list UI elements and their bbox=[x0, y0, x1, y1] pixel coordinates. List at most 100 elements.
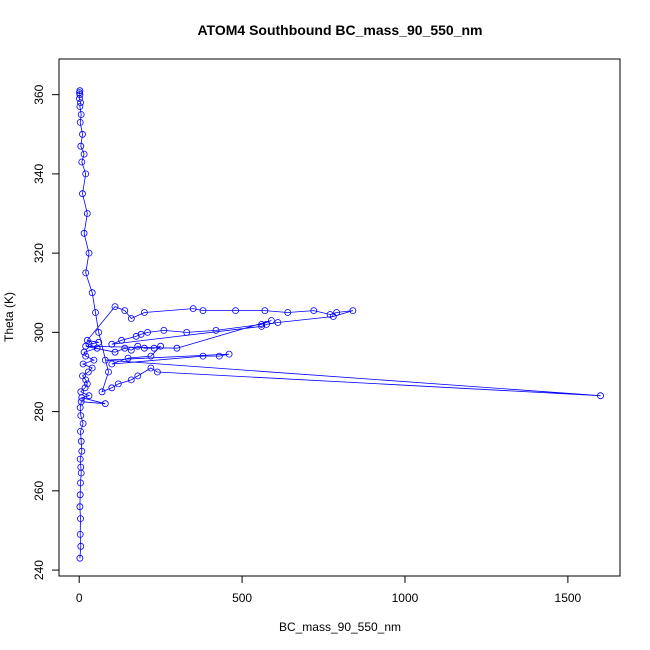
data-point bbox=[105, 368, 112, 376]
data-point bbox=[101, 356, 109, 364]
data-point bbox=[310, 307, 318, 315]
data-point bbox=[82, 352, 90, 360]
data-point bbox=[79, 420, 87, 427]
plot-frame bbox=[58, 58, 621, 577]
data-point bbox=[76, 119, 84, 126]
x-tick-label: 1000 bbox=[392, 591, 419, 605]
data-point bbox=[77, 398, 85, 406]
data-point bbox=[81, 384, 89, 392]
data-point bbox=[108, 384, 116, 392]
data-point bbox=[134, 372, 142, 380]
data-point bbox=[76, 103, 84, 110]
data-point bbox=[77, 388, 85, 396]
data-point bbox=[84, 368, 92, 376]
data-point bbox=[85, 249, 93, 257]
y-tick-label: 300 bbox=[32, 322, 46, 342]
data-point bbox=[77, 412, 85, 420]
data-point bbox=[90, 356, 98, 364]
data-point bbox=[333, 309, 341, 316]
data-point bbox=[76, 554, 84, 562]
data-point bbox=[111, 303, 119, 311]
data-point bbox=[597, 392, 604, 400]
data-point bbox=[79, 130, 86, 138]
data-point bbox=[349, 307, 357, 315]
data-point bbox=[82, 342, 90, 350]
data-point bbox=[88, 289, 96, 297]
data-point bbox=[95, 338, 103, 346]
data-point bbox=[83, 380, 91, 388]
data-point bbox=[108, 360, 116, 368]
data-point bbox=[199, 307, 207, 315]
data-point bbox=[77, 111, 85, 118]
data-point bbox=[215, 352, 223, 360]
data-point bbox=[82, 269, 90, 277]
data-point bbox=[232, 307, 240, 315]
data-point bbox=[77, 515, 84, 522]
data-point bbox=[77, 99, 84, 106]
data-point bbox=[140, 344, 148, 352]
data-point bbox=[92, 309, 99, 316]
chart-title: ATOM4 Southbound BC_mass_90_550_nm bbox=[197, 22, 482, 38]
y-axis-label: Theta (K) bbox=[2, 292, 16, 342]
data-point bbox=[76, 503, 84, 511]
data-point bbox=[121, 307, 129, 315]
data-point bbox=[77, 542, 85, 550]
data-point bbox=[160, 326, 168, 334]
data-point bbox=[150, 344, 158, 352]
data-point bbox=[258, 320, 266, 328]
data-point bbox=[153, 368, 161, 376]
data-point bbox=[79, 372, 86, 380]
data-point bbox=[82, 170, 90, 178]
data-point bbox=[80, 150, 88, 158]
data-point bbox=[173, 344, 181, 352]
data-point bbox=[101, 400, 109, 408]
y-tick-label: 280 bbox=[32, 401, 46, 421]
data-point bbox=[274, 319, 282, 326]
data-point bbox=[127, 376, 135, 384]
y-tick-label: 240 bbox=[32, 560, 46, 580]
data-point bbox=[79, 360, 87, 368]
data-point bbox=[76, 455, 84, 463]
data-point bbox=[140, 309, 148, 316]
y-tick-label: 340 bbox=[32, 164, 46, 184]
x-tick-label: 500 bbox=[232, 591, 252, 605]
data-point bbox=[225, 350, 233, 358]
x-axis-label: BC_mass_90_550_nm bbox=[279, 620, 401, 634]
data-point bbox=[76, 531, 84, 538]
x-tick-label: 0 bbox=[76, 591, 83, 605]
data-point bbox=[78, 158, 86, 166]
data-point bbox=[212, 326, 220, 334]
data-point bbox=[114, 380, 122, 388]
data-point bbox=[78, 447, 86, 455]
series-layer bbox=[76, 87, 604, 562]
data-point bbox=[88, 364, 96, 372]
data-point bbox=[95, 328, 103, 336]
data-point bbox=[183, 328, 191, 336]
y-tick-label: 360 bbox=[32, 84, 46, 104]
data-point bbox=[157, 342, 165, 350]
data-point bbox=[76, 87, 84, 95]
data-point bbox=[199, 352, 207, 360]
series-line bbox=[79, 90, 601, 559]
data-point bbox=[147, 352, 155, 360]
data-point bbox=[258, 322, 266, 330]
data-point bbox=[267, 317, 275, 324]
x-axis: 0 500 1000 1500 bbox=[76, 575, 582, 605]
data-point bbox=[77, 463, 85, 471]
data-point bbox=[98, 388, 106, 396]
data-point bbox=[85, 392, 93, 400]
y-tick-label: 260 bbox=[32, 480, 46, 500]
y-axis: 240 260 280 300 320 340 360 bbox=[32, 84, 60, 580]
data-point bbox=[124, 354, 132, 362]
data-point bbox=[127, 315, 135, 322]
data-point bbox=[79, 190, 86, 198]
data-point bbox=[144, 328, 152, 336]
data-point bbox=[83, 210, 91, 217]
data-point bbox=[111, 348, 119, 356]
data-point bbox=[77, 427, 84, 435]
data-point bbox=[108, 340, 116, 348]
data-point bbox=[77, 479, 84, 487]
data-point bbox=[147, 364, 155, 372]
x-tick-label: 1500 bbox=[555, 591, 582, 605]
